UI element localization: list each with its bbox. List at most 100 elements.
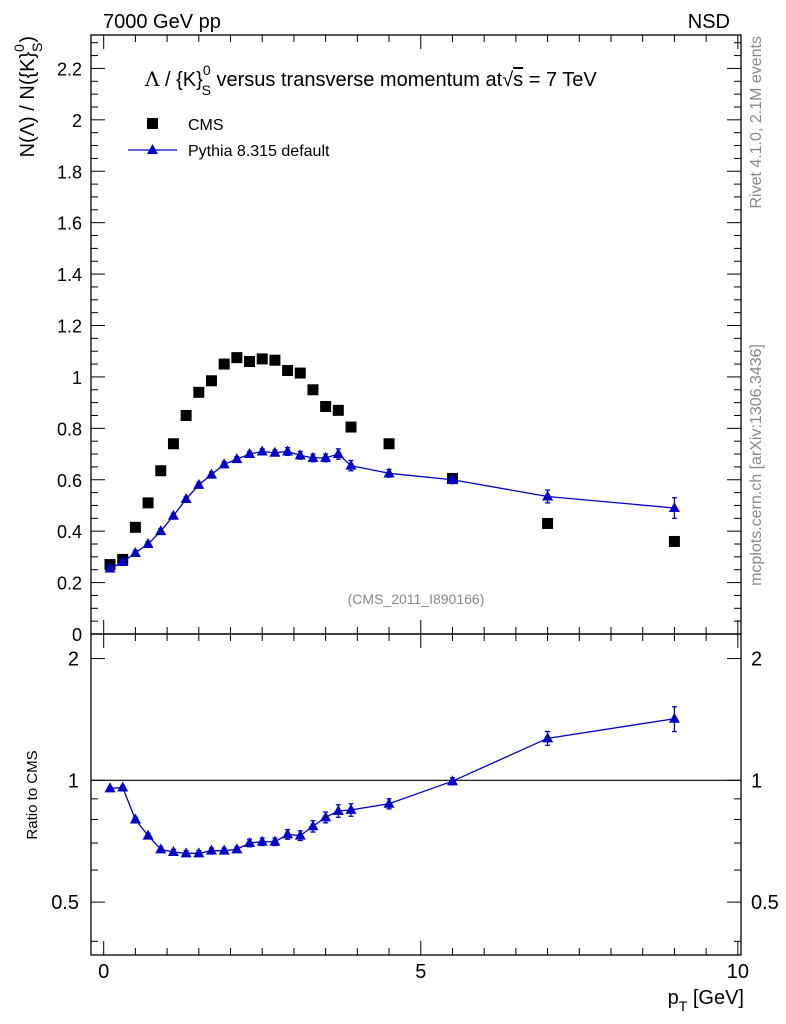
cms-data-point [218, 358, 230, 370]
cms-data-point [129, 521, 141, 533]
ratio-y-tick-label-right: 1 [751, 770, 762, 792]
main-y-tick-label: 2 [72, 111, 82, 131]
pythia-point [446, 473, 458, 484]
pythia-point [129, 547, 141, 558]
main-y-tick-label: 1.4 [57, 265, 82, 285]
ratio-axis-ticks: 0 5 10 0.5 0.5 1 1 2 2 [51, 634, 779, 983]
ratio-point [231, 843, 243, 854]
main-y-tick-label: 1.6 [57, 214, 82, 234]
header-left-label: 7000 GeV pp [103, 11, 221, 33]
ratio-panel: 0 5 10 0.5 0.5 1 1 2 2 Ratio to CMS pT [GeV] [24, 633, 779, 1014]
x-tick-label: 5 [415, 961, 426, 983]
rivet-version-label: Rivet 4.1.0, 2.1M events [748, 36, 765, 209]
pythia-point [320, 451, 332, 462]
pythia-point [345, 459, 357, 470]
cms-data-point [383, 438, 395, 450]
ratio-point [180, 847, 192, 858]
cms-data-point [307, 384, 319, 396]
main-y-tick-label: 0.6 [57, 471, 82, 491]
ratio-frame [90, 633, 742, 956]
main-y-tick-label: 0.2 [57, 574, 82, 594]
ratio-point [320, 811, 332, 822]
legend-cms-marker [147, 118, 158, 129]
main-y-tick-label: 2.2 [57, 59, 82, 79]
ratio-point [142, 829, 154, 840]
pythia-point [231, 453, 243, 464]
mcplots-label: mcplots.cern.ch [arXiv:1306.3436] [748, 344, 765, 586]
pythia-line [109, 450, 675, 570]
main-y-tick-label: 1 [72, 368, 82, 388]
pythia-point [142, 538, 154, 549]
main-axis-ticks: 0 0.2 0.4 0.6 0.8 1 1.2 1.4 1.6 1.8 2 2.2 [57, 35, 741, 645]
pythia-point [307, 451, 319, 462]
ratio-series [104, 706, 680, 858]
cms-data-point [193, 386, 205, 398]
ratio-point [294, 829, 306, 840]
ratio-point [244, 836, 256, 847]
cms-data-point [282, 364, 294, 376]
main-y-axis-label: N(Λ) / N({K}0 S) [11, 36, 45, 157]
ratio-y-tick-label-right: 0.5 [751, 892, 779, 914]
pythia-point [542, 490, 554, 501]
ratio-y-tick-label: 1 [68, 770, 79, 792]
ratio-line [109, 718, 675, 854]
main-y-tick-label: 0.8 [57, 419, 82, 439]
cms-data-point [332, 404, 344, 416]
ratio-point [205, 844, 217, 855]
pythia-point [180, 493, 192, 504]
cms-data-point [668, 535, 680, 547]
cms-data-point [167, 438, 179, 450]
cms-data-point [180, 409, 192, 421]
main-panel: 0 0.2 0.4 0.6 0.8 1 1.2 1.4 1.6 1.8 2 2.2 Λ / {K}0 S… [11, 34, 742, 645]
ratio-point [282, 828, 294, 839]
cms-data-point [205, 375, 217, 387]
x-tick-label: 0 [98, 961, 109, 983]
pythia-point [668, 502, 680, 513]
main-y-tick-label: 1.8 [57, 162, 82, 182]
pythia-point [244, 448, 256, 459]
ratio-point [542, 732, 554, 743]
legend-pythia-label: Pythia 8.315 default [188, 143, 330, 160]
cms-data-point [231, 352, 243, 364]
legend-cms-label: CMS [188, 117, 224, 134]
cms-data-point [294, 367, 306, 379]
cms-data-point [155, 465, 167, 477]
ratio-y-axis-label: Ratio to CMS [24, 750, 41, 839]
analysis-watermark: (CMS_2011_I890166) [348, 591, 485, 607]
x-tick-label: 10 [727, 961, 749, 983]
pythia-point [193, 478, 205, 489]
ratio-y-tick-label-right: 2 [751, 649, 762, 671]
chart-title: Λ / {K}0 S versus transverse momentum at√… [144, 62, 597, 98]
pythia-point [383, 467, 395, 478]
cms-data-point [256, 353, 268, 365]
ratio-point [332, 804, 344, 815]
x-axis-label: pT [GeV] [668, 987, 744, 1014]
main-y-tick-label: 0 [72, 625, 82, 645]
ratio-y-tick-label: 2 [68, 649, 79, 671]
ratio-point [383, 797, 395, 808]
pythia-point [104, 562, 116, 573]
cms-data-point [345, 421, 357, 433]
ratio-point [104, 782, 116, 793]
ratio-point [155, 843, 167, 854]
main-y-tick-label: 0.4 [57, 522, 82, 542]
pythia-point [294, 449, 306, 460]
legend: CMS Pythia 8.315 default [128, 117, 330, 160]
pythia-point [167, 509, 179, 520]
pythia-point [282, 445, 294, 456]
pythia-point [256, 445, 268, 456]
pythia-point [332, 448, 344, 459]
ratio-point [269, 835, 281, 846]
legend-pythia-marker [147, 144, 158, 154]
ratio-point [218, 844, 230, 855]
ratio-point [129, 813, 141, 824]
ratio-point [446, 775, 458, 786]
pythia-point [117, 556, 129, 567]
cms-data-point [320, 400, 332, 412]
main-y-tick-label: 1.2 [57, 317, 82, 337]
ratio-point [668, 712, 680, 723]
ratio-point [167, 846, 179, 857]
header-right-label: NSD [688, 11, 730, 33]
ratio-y-tick-label: 0.5 [51, 892, 79, 914]
